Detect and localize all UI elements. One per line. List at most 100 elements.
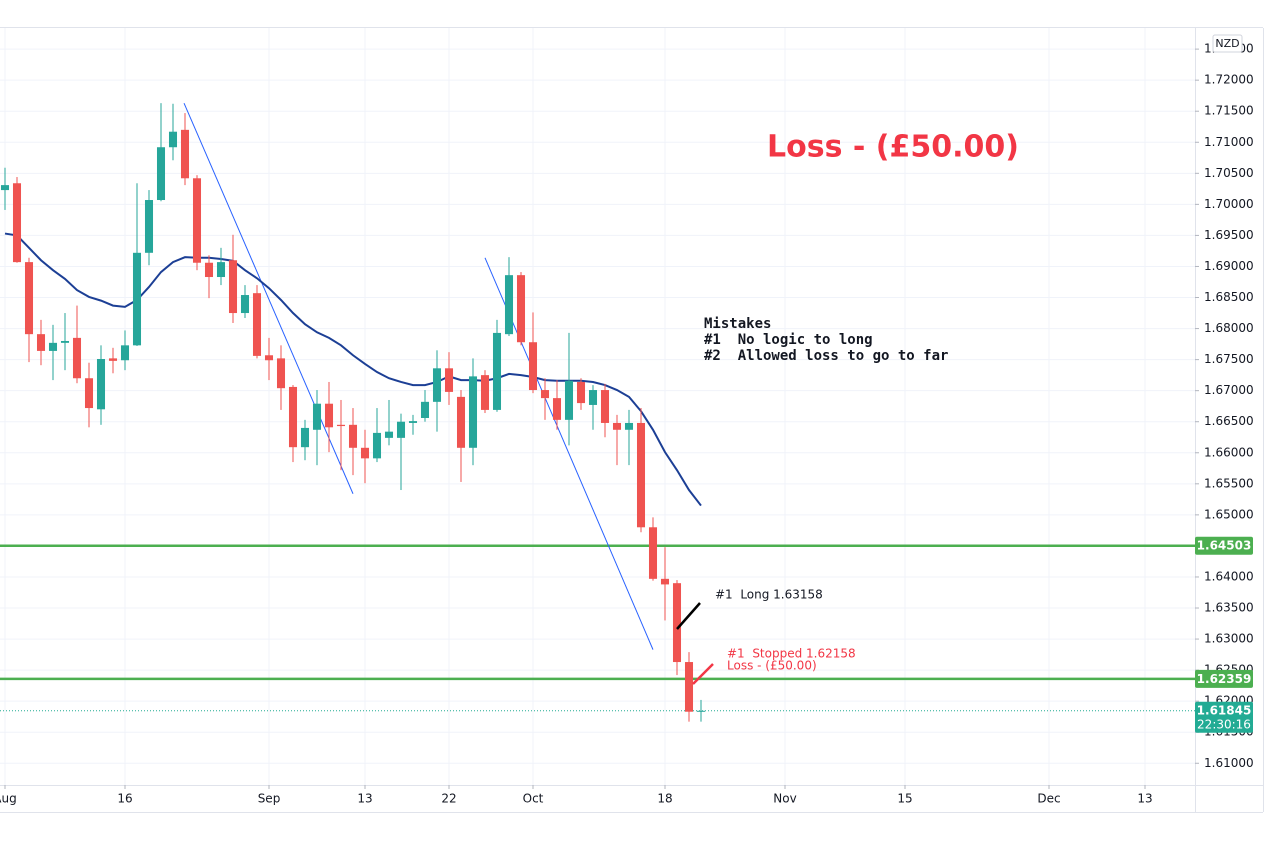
y-tick-label: 1.68000: [1204, 321, 1254, 335]
x-tick-label: Oct: [523, 792, 544, 806]
trend-line: [183, 102, 354, 494]
x-tick-label: Aug: [0, 792, 17, 806]
candle-body: [372, 432, 382, 459]
candle-body: [132, 252, 142, 346]
candle-body: [660, 578, 670, 585]
x-tick-label: 15: [897, 792, 912, 806]
candle-body: [420, 401, 430, 418]
y-tick-label: 1.70000: [1204, 197, 1254, 211]
candle-body: [672, 583, 682, 663]
candle-body: [180, 129, 190, 179]
candle-body: [312, 403, 322, 430]
candle-body: [564, 380, 574, 420]
candle-body: [648, 527, 658, 579]
candle-body: [504, 275, 514, 335]
candle-body: [96, 358, 106, 410]
candle-body: [288, 386, 298, 448]
y-tick-label: 1.61000: [1204, 756, 1254, 770]
level-label: 1.64503: [1197, 539, 1252, 553]
candle-body: [156, 147, 166, 201]
candle-body: [252, 293, 262, 356]
x-tick-label: 22: [441, 792, 456, 806]
y-tick-label: 1.70500: [1204, 166, 1254, 180]
candle-body: [144, 200, 154, 253]
y-tick-label: 1.72000: [1204, 73, 1254, 87]
y-tick-label: 1.66500: [1204, 414, 1254, 428]
x-tick-label: Nov: [773, 792, 796, 806]
candle-body: [0, 185, 10, 191]
candle-body: [600, 390, 610, 423]
candle-body: [84, 378, 94, 409]
grid: [0, 28, 1195, 785]
candle-body: [264, 355, 274, 361]
mistake-line: #2 Allowed loss to go to far: [704, 348, 948, 364]
candle-body: [192, 178, 202, 263]
candle-body: [168, 131, 178, 148]
y-tick-label: 1.71500: [1204, 104, 1254, 118]
candle-body: [324, 403, 334, 428]
candle-body: [516, 275, 526, 343]
candle-body: [480, 375, 490, 410]
mistake-line: #1 No logic to long: [704, 332, 873, 348]
y-tick-label: 1.65000: [1204, 507, 1254, 521]
x-tick-label: 13: [1137, 792, 1152, 806]
candle-body: [228, 260, 238, 314]
mistakes-title: Mistakes: [704, 316, 771, 332]
candle-body: [624, 422, 634, 430]
candle-body: [360, 447, 370, 459]
candle-body: [468, 376, 478, 448]
countdown-label: 22:30:16: [1197, 717, 1251, 731]
candle-body: [408, 421, 418, 423]
candle-body: [348, 424, 358, 448]
y-tick-label: 1.65500: [1204, 476, 1254, 490]
y-tick-label: 1.63000: [1204, 632, 1254, 646]
candle-body: [108, 358, 118, 361]
entry-note: #1 Long 1.63158: [715, 588, 823, 602]
stop-loss-note: Loss - (£50.00): [727, 659, 817, 673]
currency-label: NZD: [1215, 37, 1239, 50]
moving-average: [4, 232, 702, 507]
candle-body: [636, 422, 646, 528]
stop-pointer: [692, 663, 714, 685]
candle-body: [36, 334, 46, 351]
annotations: Loss - (£50.00) Mistakes #1 No logic to …: [676, 130, 1019, 685]
candle-body: [120, 345, 130, 361]
y-tick-label: 1.71000: [1204, 135, 1254, 149]
candle-body: [612, 422, 622, 430]
candle-body: [432, 368, 442, 402]
x-tick-label: 18: [657, 792, 672, 806]
x-tick-label: Sep: [258, 792, 281, 806]
candle-body: [48, 342, 58, 351]
y-tick-label: 1.68500: [1204, 290, 1254, 304]
x-tick-label: 13: [357, 792, 372, 806]
candle-body: [396, 421, 406, 438]
candle-body: [204, 262, 214, 278]
candle-body: [492, 332, 502, 410]
y-tick-label: 1.67500: [1204, 352, 1254, 366]
y-tick-label: 1.69500: [1204, 228, 1254, 242]
candle-body: [12, 183, 22, 263]
candle-body: [336, 424, 346, 427]
y-tick-label: 1.67000: [1204, 383, 1254, 397]
candle-body: [456, 396, 466, 448]
candle-body: [684, 662, 694, 712]
candle-body: [576, 381, 586, 404]
candle-body: [72, 337, 82, 379]
candle-body: [276, 358, 286, 389]
x-tick-label: 16: [117, 792, 132, 806]
candle-body: [60, 340, 70, 343]
level-label-box: [1195, 536, 1253, 555]
candle-body: [24, 262, 34, 335]
candle-body: [588, 390, 598, 405]
candle-body: [240, 295, 250, 314]
candle-body: [444, 368, 454, 392]
currency-badge: [1212, 34, 1243, 53]
y-tick-label: 1.66000: [1204, 445, 1254, 459]
entry-pointer: [676, 602, 701, 630]
candle-body: [384, 431, 394, 438]
plot-area: [0, 102, 1195, 722]
candle-body: [216, 262, 226, 278]
